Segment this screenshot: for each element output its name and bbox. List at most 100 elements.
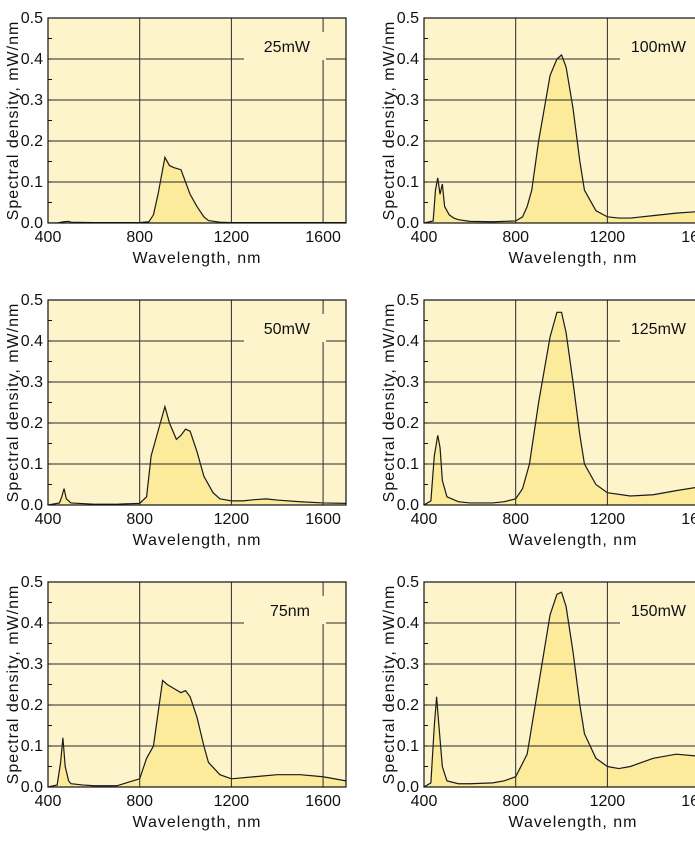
x-tick-label: 400: [35, 511, 62, 528]
x-tick-label: 1600: [305, 511, 341, 528]
power-label: 25mW: [264, 39, 311, 56]
y-tick-label: 0.2: [21, 133, 43, 150]
x-tick-label: 1600: [681, 793, 695, 810]
y-tick-label: 0.1: [21, 174, 43, 191]
x-tick-label: 1600: [681, 229, 695, 246]
y-axis-title: Spectral density, mW/nm: [5, 303, 22, 503]
x-tick-label: 1200: [590, 511, 626, 528]
y-tick-label: 0.1: [397, 738, 419, 755]
x-tick-label: 400: [411, 511, 438, 528]
x-tick-label: 400: [411, 793, 438, 810]
y-tick-label: 0.3: [397, 656, 419, 673]
y-axis-title: Spectral density, mW/nm: [381, 21, 398, 221]
x-tick-label: 400: [35, 793, 62, 810]
y-tick-label: 0.0: [397, 779, 419, 796]
y-axis-title: Spectral density, mW/nm: [5, 21, 22, 221]
y-tick-label: 0.0: [397, 497, 419, 514]
y-tick-label: 0.2: [397, 133, 419, 150]
x-axis-title: Wavelength, nm: [132, 814, 261, 831]
spectrum-line: [48, 404, 346, 505]
y-tick-label: 0.3: [397, 92, 419, 109]
x-tick-label: 1200: [590, 793, 626, 810]
power-label: 100mW: [631, 39, 687, 56]
y-tick-label: 0.5: [21, 10, 43, 27]
power-label-box: [244, 596, 326, 624]
y-tick-label: 0.3: [21, 374, 43, 391]
y-tick-label: 0.4: [397, 333, 419, 350]
x-tick-label: 800: [126, 229, 153, 246]
x-tick-label: 400: [411, 229, 438, 246]
x-tick-label: 1600: [305, 793, 341, 810]
spectrum-area: [48, 406, 346, 505]
y-tick-label: 0.2: [21, 697, 43, 714]
y-axis-title: Spectral density, mW/nm: [381, 303, 398, 503]
y-tick-label: 0.3: [21, 656, 43, 673]
y-tick-label: 0.5: [397, 292, 419, 309]
spectrum-line: [424, 53, 695, 223]
y-tick-label: 0.1: [21, 456, 43, 473]
x-tick-label: 400: [35, 229, 62, 246]
x-axis-title: Wavelength, nm: [508, 814, 637, 831]
y-tick-label: 0.4: [21, 333, 43, 350]
y-tick-label: 0.5: [397, 574, 419, 591]
y-tick-label: 0.4: [21, 615, 43, 632]
power-label-box: [620, 32, 695, 60]
y-tick-label: 0.1: [397, 456, 419, 473]
y-axis-title: Spectral density, mW/nm: [381, 585, 398, 785]
power-label: 125mW: [631, 321, 687, 338]
spectrum-area: [424, 312, 695, 505]
x-tick-label: 1200: [590, 229, 626, 246]
power-label: 75nm: [270, 603, 310, 620]
x-tick-label: 1200: [214, 793, 250, 810]
panel-75nm: 0.0 0.1 0.2 0.3 0.4 0.5 400 800 1200 1600 Waveleng…: [5, 574, 347, 831]
panel-50mW: 0.0 0.1 0.2 0.3 0.4 0.5 400 800 1200 1600 Waveleng…: [5, 292, 347, 549]
panel-150mW: 0.0 0.1 0.2 0.3 0.4 0.5 400 800 1200 1600 Waveleng…: [381, 574, 695, 831]
y-tick-label: 0.4: [21, 51, 43, 68]
y-tick-label: 0.1: [21, 738, 43, 755]
y-tick-label: 0.5: [397, 10, 419, 27]
spectrum-area: [48, 157, 346, 223]
y-tick-label: 0.4: [397, 51, 419, 68]
x-tick-label: 800: [126, 511, 153, 528]
power-label-box: [620, 596, 695, 624]
y-tick-label: 0.0: [21, 215, 43, 232]
y-tick-label: 0.0: [21, 497, 43, 514]
panel-100mW: 0.0 0.1 0.2 0.3 0.4 0.5 400 800 1200 1600 Waveleng…: [381, 10, 695, 267]
x-tick-label: 800: [502, 229, 529, 246]
y-tick-label: 0.5: [21, 574, 43, 591]
power-label-box: [620, 314, 695, 342]
x-tick-label: 1600: [305, 229, 341, 246]
power-label-box: [244, 314, 326, 342]
power-label: 50mW: [264, 321, 311, 338]
x-tick-label: 800: [502, 793, 529, 810]
power-label-box: [244, 32, 326, 60]
y-tick-label: 0.3: [21, 92, 43, 109]
y-tick-label: 0.2: [21, 415, 43, 432]
x-tick-label: 800: [502, 511, 529, 528]
x-tick-label: 1200: [214, 229, 250, 246]
x-tick-label: 800: [126, 793, 153, 810]
spectrum-area: [424, 54, 695, 223]
x-tick-label: 1200: [214, 511, 250, 528]
x-axis-title: Wavelength, nm: [132, 250, 261, 267]
spectrum-line: [48, 679, 346, 787]
y-tick-label: 0.0: [397, 215, 419, 232]
spectrum-area: [48, 680, 346, 787]
spectrum-area: [424, 592, 695, 787]
y-axis-title: Spectral density, mW/nm: [5, 585, 22, 785]
x-tick-label: 1600: [681, 511, 695, 528]
y-tick-label: 0.3: [397, 374, 419, 391]
y-tick-label: 0.5: [21, 292, 43, 309]
power-label: 150mW: [631, 603, 687, 620]
y-tick-label: 0.2: [397, 415, 419, 432]
spectrum-line: [424, 591, 695, 787]
y-tick-label: 0.4: [397, 615, 419, 632]
panel-25mW: 0.0 0.1 0.2 0.3 0.4 0.5 400 800 1200 1600 Waveleng…: [5, 10, 347, 267]
spectrum-line: [424, 311, 695, 505]
y-tick-label: 0.0: [21, 779, 43, 796]
y-tick-label: 0.1: [397, 174, 419, 191]
x-axis-title: Wavelength, nm: [132, 532, 261, 549]
x-axis-title: Wavelength, nm: [508, 532, 637, 549]
y-tick-label: 0.2: [397, 697, 419, 714]
